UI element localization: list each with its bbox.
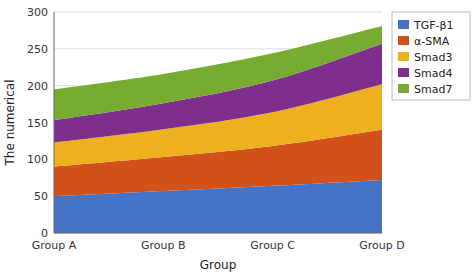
- y-tick-label: 300: [27, 6, 48, 19]
- x-axis: [54, 233, 382, 234]
- legend-frame: [392, 12, 470, 100]
- y-tick-label: 100: [27, 153, 48, 166]
- legend-swatch: [398, 52, 409, 61]
- legend-label: TGF-β1: [413, 19, 454, 32]
- legend-label: Smad3: [414, 51, 452, 64]
- y-tick-label: 50: [34, 190, 48, 203]
- area: [54, 26, 382, 120]
- legend-label: α-SMA: [414, 35, 450, 48]
- legend: TGF-β1 α-SMA Smad3 Smad4 Smad7: [392, 12, 470, 100]
- grid-line: [54, 12, 382, 13]
- legend-label: Smad7: [414, 83, 452, 96]
- x-tick-label: Group C: [250, 239, 295, 252]
- y-axis: [54, 12, 55, 233]
- legend-swatch: [398, 68, 409, 77]
- legend-swatch: [398, 20, 409, 29]
- x-tick-label: Group A: [32, 239, 77, 252]
- legend-swatch: [398, 36, 409, 45]
- x-tick-label: Group B: [141, 239, 186, 252]
- legend-label: Smad4: [414, 67, 452, 80]
- grid: [54, 12, 382, 233]
- y-tick-label: 250: [27, 43, 48, 56]
- y-axis-label: The numerical: [3, 80, 17, 167]
- chart: 050100150200250300Group AGroup BGroup CG…: [0, 0, 474, 275]
- y-tick-label: 150: [27, 117, 48, 130]
- legend-swatch: [398, 84, 409, 93]
- x-tick-label: Group D: [359, 239, 404, 252]
- areas: [54, 26, 382, 233]
- grid-line: [54, 233, 382, 234]
- x-axis-label: Group: [200, 258, 237, 272]
- y-tick-label: 200: [27, 80, 48, 93]
